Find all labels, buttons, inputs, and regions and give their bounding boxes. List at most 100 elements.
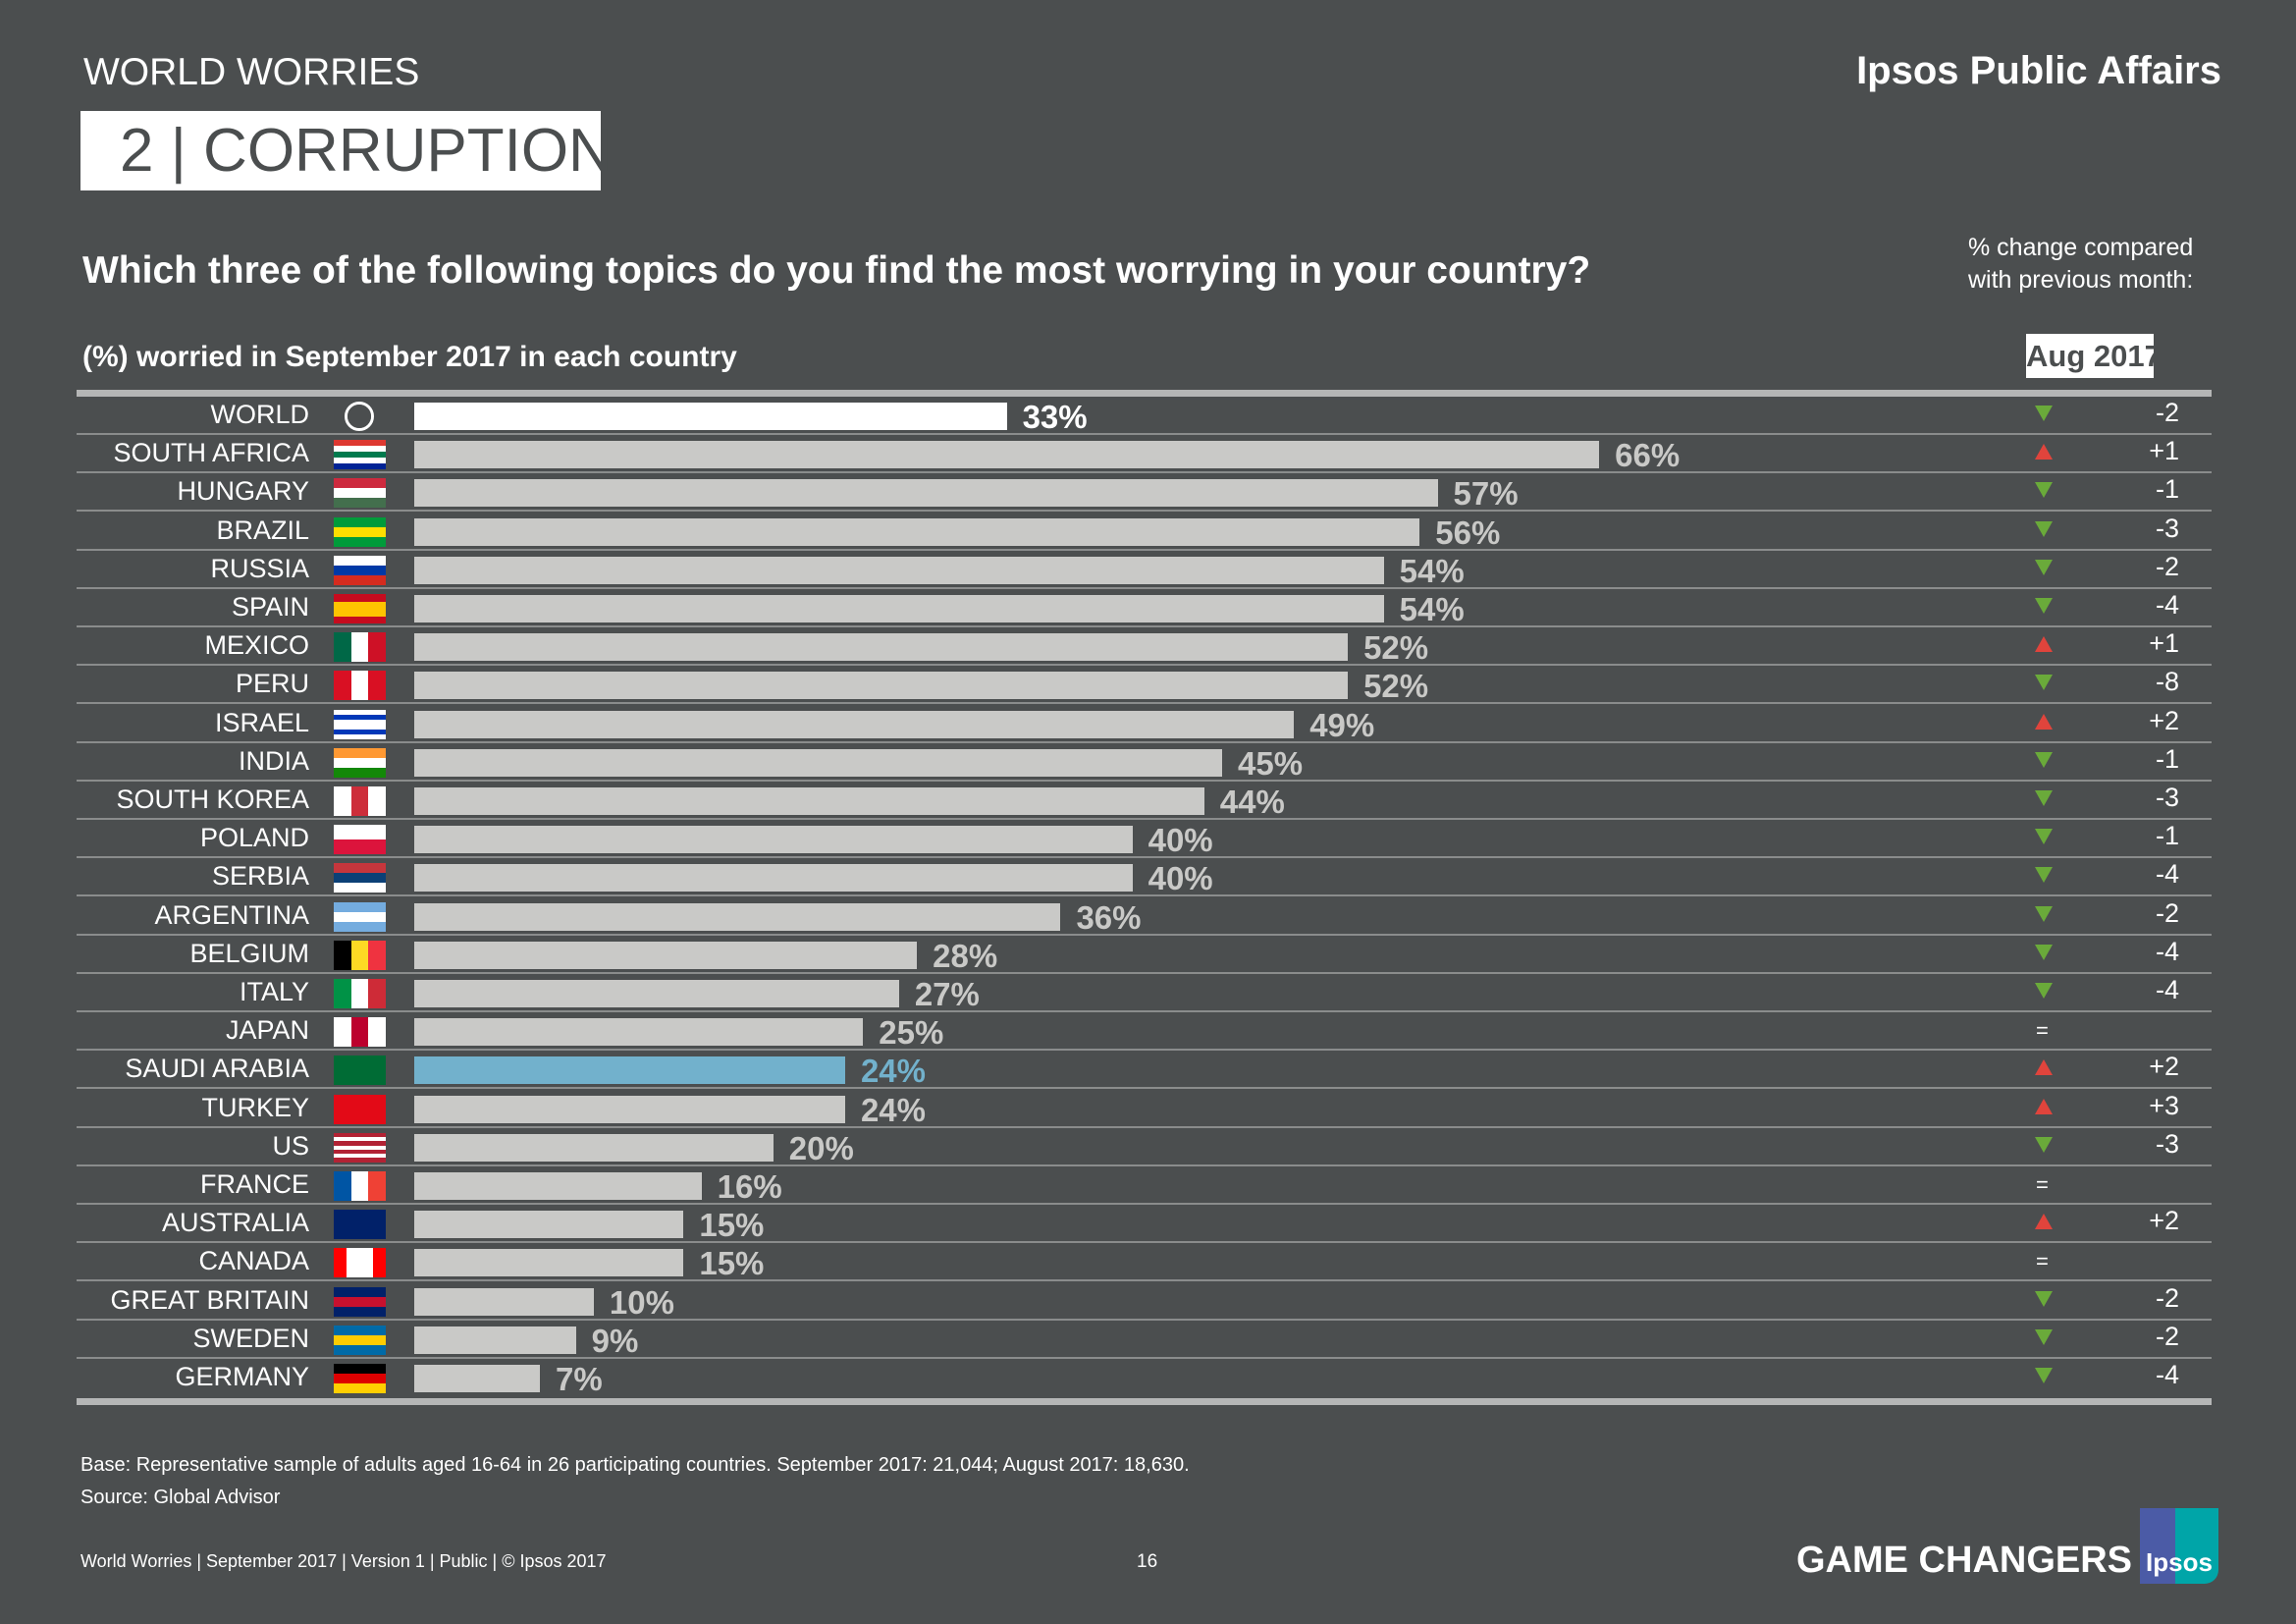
data-label: 54%	[1399, 591, 1465, 627]
bar	[414, 980, 899, 1007]
bar	[414, 1018, 864, 1047]
bar	[414, 441, 1600, 469]
bar	[414, 902, 1061, 931]
table-row: GERMANY 7% -4	[77, 1359, 2212, 1397]
change-value: -2	[2155, 398, 2179, 427]
country-label: GERMANY	[175, 1362, 309, 1391]
country-label: ITALY	[239, 977, 309, 1006]
bar	[414, 941, 918, 969]
bar	[414, 748, 1223, 777]
country-label: INDIA	[238, 745, 309, 776]
table-row: SPAIN 54% -4	[77, 589, 2212, 627]
change-value: -2	[2155, 551, 2179, 581]
change-value: -4	[2155, 590, 2179, 620]
bar	[414, 787, 1204, 815]
bar	[414, 826, 1133, 854]
table-row: MEXICO 52% +1	[77, 627, 2212, 667]
change-value: -4	[2155, 859, 2179, 890]
country-label: BELGIUM	[189, 938, 309, 968]
change-value: -1	[2155, 743, 2179, 774]
triangle-up-icon	[2035, 1098, 2053, 1114]
flag-canada-icon	[334, 1248, 386, 1278]
table-row: SOUTH AFRICA 66% +1	[77, 435, 2212, 474]
flag-belgium-icon	[334, 940, 386, 970]
no-change-indicator: =	[2036, 1249, 2049, 1274]
change-value: -3	[2155, 1128, 2179, 1159]
triangle-down-icon	[2035, 1136, 2053, 1153]
country-label: MEXICO	[204, 630, 309, 661]
compare-month-label: Aug 2017	[2026, 334, 2162, 378]
triangle-down-icon	[2035, 482, 2053, 499]
data-label: 44%	[1219, 784, 1285, 820]
change-value: +1	[2149, 628, 2179, 659]
triangle-up-icon	[2035, 636, 2053, 653]
table-row: SERBIA 40% -4	[77, 858, 2212, 897]
globe-icon	[345, 402, 374, 431]
flag-turkey-icon	[334, 1094, 386, 1124]
flag-south-korea-icon	[334, 786, 386, 816]
page-title: 2 | CORRUPTION	[80, 111, 613, 190]
country-label: FRANCE	[199, 1169, 309, 1199]
data-label: 57%	[1453, 475, 1519, 513]
country-label: ARGENTINA	[154, 899, 309, 930]
bar	[414, 403, 1007, 430]
flag-us-icon	[334, 1132, 386, 1163]
data-label: 27%	[914, 976, 980, 1012]
table-row: ARGENTINA 36% -2	[77, 897, 2212, 936]
bar	[414, 864, 1133, 893]
change-value: -4	[2155, 936, 2179, 966]
table-row: SOUTH KOREA 44% -3	[77, 782, 2212, 820]
flag-france-icon	[334, 1171, 386, 1201]
data-label: 24%	[860, 1091, 927, 1128]
triangle-down-icon	[2035, 520, 2053, 537]
change-value: +2	[2149, 705, 2179, 735]
triangle-down-icon	[2035, 675, 2053, 691]
table-row: PERU 52% -8	[77, 666, 2212, 705]
change-value: -4	[2155, 975, 2179, 1004]
flag-spain-icon	[334, 594, 386, 623]
table-row: INDIA 45% -1	[77, 743, 2212, 782]
flag-australia-icon	[334, 1210, 386, 1240]
top-rule	[77, 390, 2212, 397]
flag-great-britain-icon	[334, 1286, 386, 1317]
country-label: SERBIA	[211, 861, 309, 892]
country-label: BRAZIL	[216, 514, 309, 545]
table-row: US 20% -3	[77, 1128, 2212, 1166]
bar	[414, 1095, 845, 1123]
triangle-down-icon	[2035, 559, 2053, 575]
bar	[414, 1172, 702, 1200]
triangle-down-icon	[2035, 867, 2053, 884]
flag-serbia-icon	[334, 863, 386, 893]
triangle-down-icon	[2035, 1368, 2053, 1383]
country-label: SPAIN	[231, 592, 309, 622]
change-value: -3	[2155, 783, 2179, 812]
flag-germany-icon	[334, 1364, 386, 1393]
triangle-up-icon	[2035, 713, 2053, 730]
flag-italy-icon	[334, 979, 386, 1008]
data-label: 9%	[591, 1322, 639, 1359]
triangle-down-icon	[2035, 598, 2053, 614]
brand-name: Ipsos Public Affairs	[1856, 49, 2221, 92]
bar	[414, 1326, 576, 1354]
chart-subtitle: (%) worried in September 2017 in each co…	[82, 341, 737, 373]
bar	[414, 1249, 684, 1277]
flag-israel-icon	[334, 709, 386, 739]
triangle-up-icon	[2035, 444, 2053, 460]
country-label: AUSTRALIA	[161, 1208, 309, 1238]
change-value: -1	[2155, 474, 2179, 505]
change-value: -2	[2155, 1282, 2179, 1313]
data-label: 24%	[860, 1053, 927, 1090]
country-label: WORLD	[210, 400, 310, 429]
bar	[414, 517, 1420, 546]
flag-sweden-icon	[334, 1325, 386, 1355]
no-change-indicator: =	[2036, 1172, 2049, 1197]
country-label: POLAND	[199, 823, 309, 853]
data-label: 52%	[1363, 668, 1429, 705]
country-label: HUNGARY	[177, 476, 309, 507]
data-label: 36%	[1076, 898, 1142, 936]
change-value: +1	[2149, 436, 2179, 466]
data-label: 40%	[1148, 860, 1213, 897]
table-row: BELGIUM 28% -4	[77, 936, 2212, 974]
data-label: 15%	[699, 1245, 765, 1282]
section-kicker: WORLD WORRIES	[83, 51, 420, 93]
